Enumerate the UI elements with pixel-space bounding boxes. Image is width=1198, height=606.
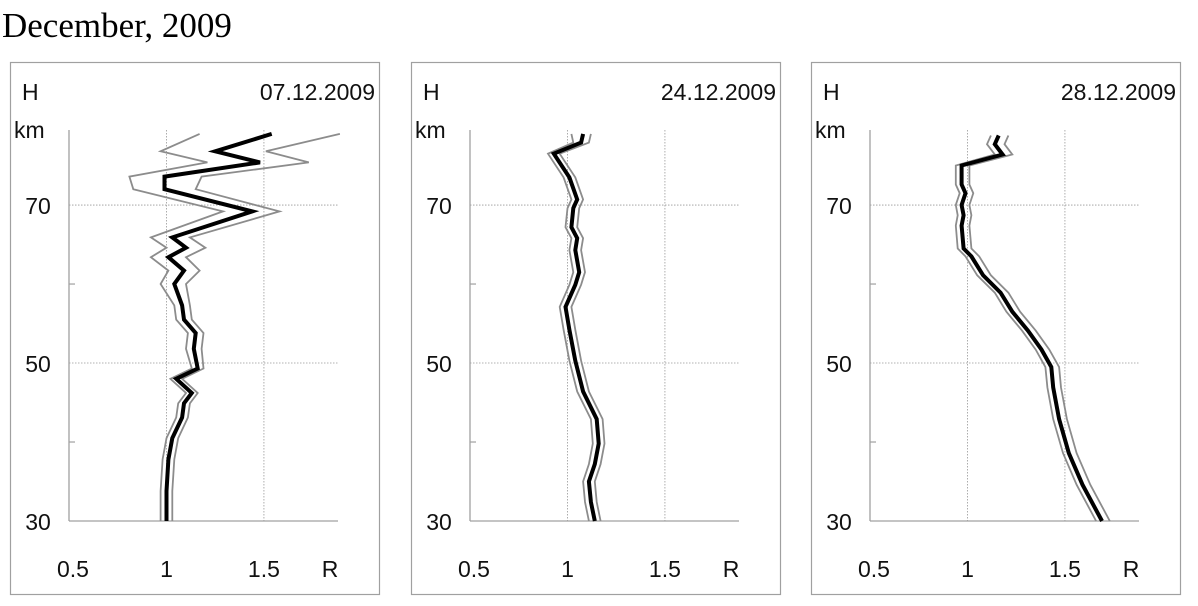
x-tick-label: 1.5 [1049,556,1081,582]
x-tick-label: 1 [561,556,574,582]
x-axis-label: R [723,556,740,582]
chart-panel-2: Hkm 24.12.2009 30 50 70 0.5 1 1.5 R [410,61,782,596]
y-tick-label: 50 [826,351,852,377]
panel-date-title: 24.12.2009 [661,79,776,105]
y-tick-label: 50 [25,351,51,377]
panel-frame [810,61,1182,596]
chart-panel-3: Hkm 28.12.2009 30 50 70 0.5 1 1.5 R [810,61,1182,596]
y-axis-label: H [823,79,840,105]
y-axis-unit: km [415,117,446,143]
panel-date-title: 28.12.2009 [1061,79,1176,105]
y-tick-label: 70 [426,193,452,219]
series-line-lower [128,133,227,521]
y-tick-label: 30 [426,509,452,535]
y-axis-unit: km [14,117,45,143]
y-tick-label: 50 [426,351,452,377]
y-tick-label: 30 [826,509,852,535]
x-axis-label: R [322,556,339,582]
y-tick-label: 70 [25,193,51,219]
series-line-upper [171,133,341,521]
x-tick-label: 1.5 [649,556,681,582]
y-axis-label: H [423,79,440,105]
panel-frame [9,61,381,596]
y-axis-unit: km [815,117,846,143]
y-tick-label: 30 [25,509,51,535]
series-line-upper [968,135,1111,522]
x-axis-label: R [1123,556,1140,582]
panel-frame [410,61,782,596]
chart-panel-1: Hkm 07.12.2009 30 50 70 0.5 1 1.5 R [9,61,381,596]
series-line-mean [959,134,1104,522]
x-tick-label: 1 [160,556,173,582]
x-tick-label: 1 [961,556,974,582]
x-tick-label: 0.5 [458,556,490,582]
series-line-lower [546,133,594,522]
panel-date-title: 07.12.2009 [260,79,375,105]
series-line-upper [558,133,606,522]
y-tick-label: 70 [826,193,852,219]
x-tick-label: 0.5 [858,556,890,582]
x-tick-label: 0.5 [57,556,89,582]
y-axis-label: H [22,79,39,105]
x-tick-label: 1.5 [248,556,280,582]
series-line-mean [162,131,273,521]
figure-title: December, 2009 [2,6,232,45]
series-line-lower [954,135,1097,522]
series-line-mean [550,133,601,522]
